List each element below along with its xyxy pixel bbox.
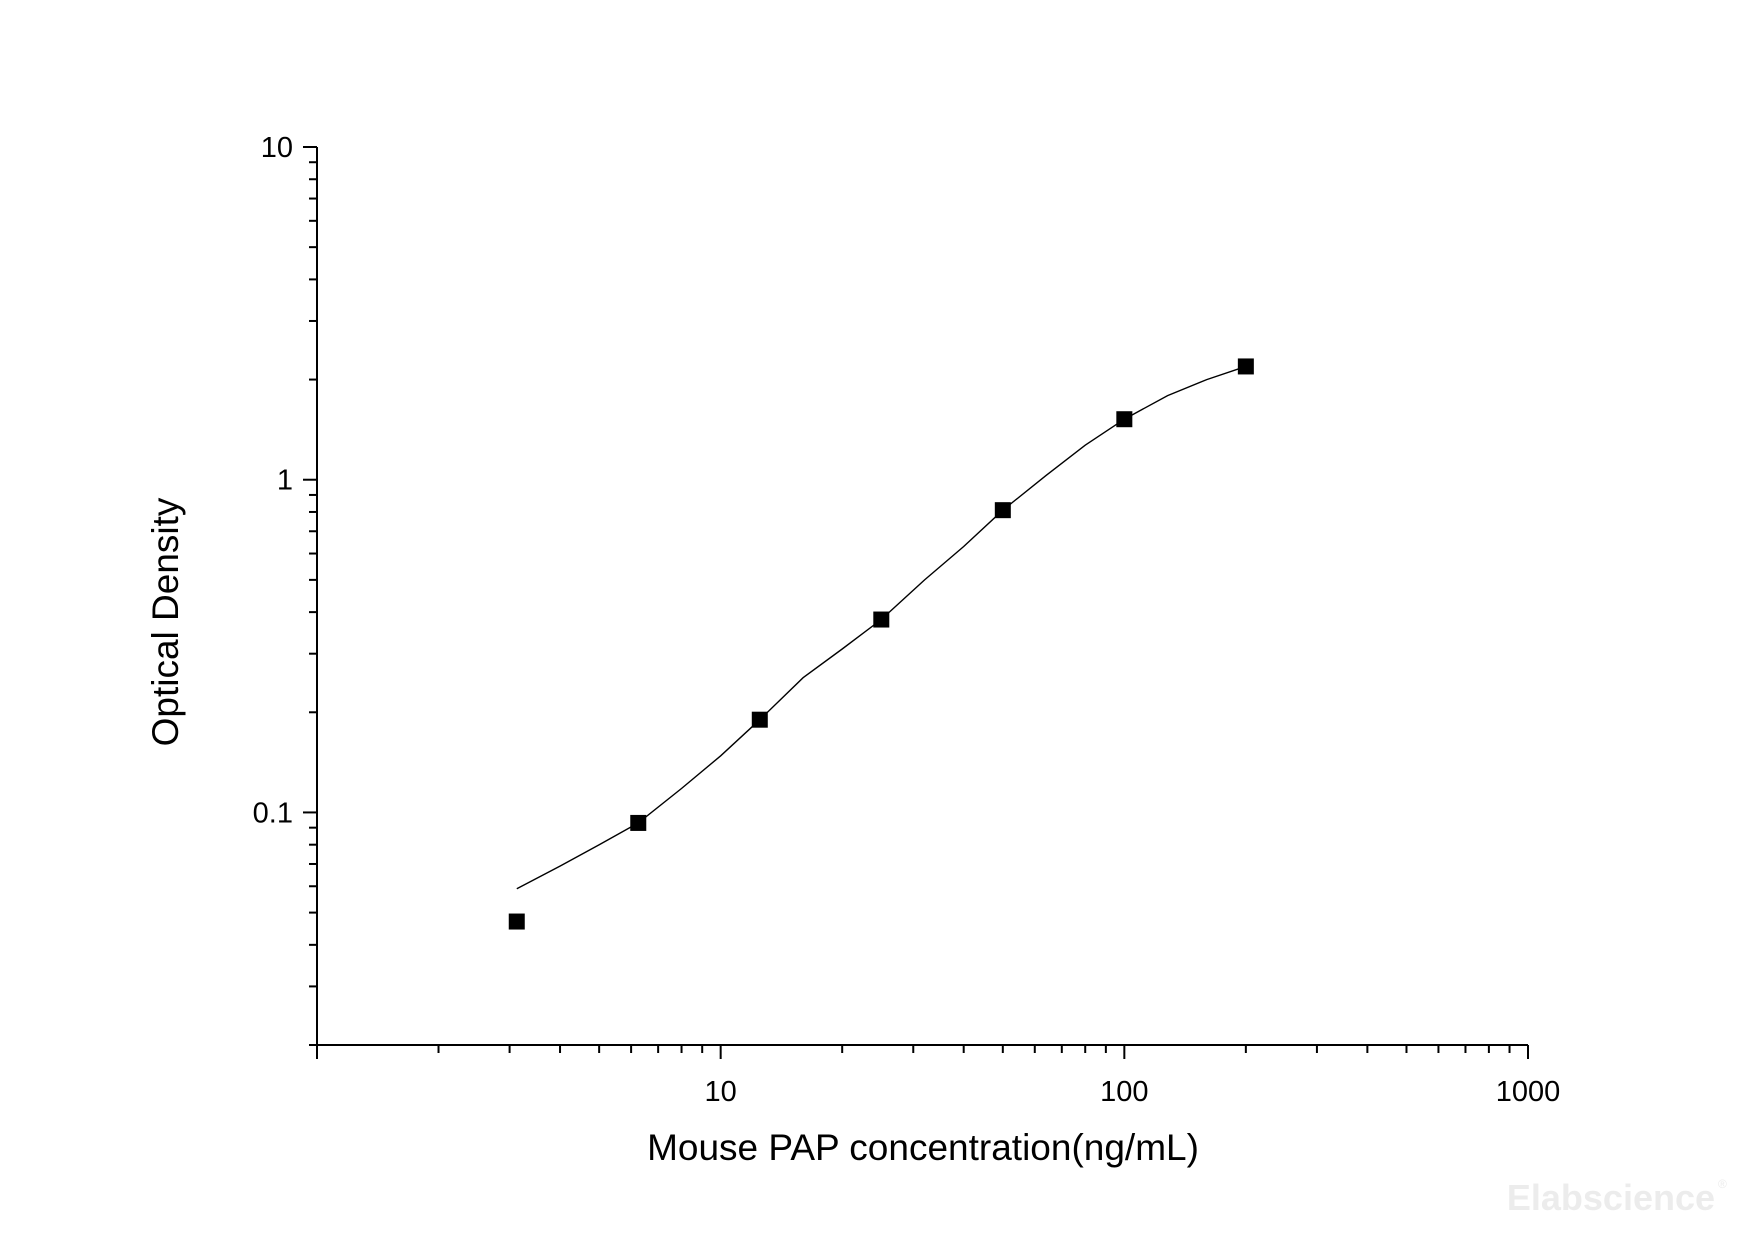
y-tick-label: 10 [261, 132, 293, 164]
fit-curve-layer [516, 365, 1247, 890]
data-point [994, 502, 1011, 519]
x-tick-label: 10 [705, 1076, 737, 1108]
fit-curve [516, 365, 1247, 890]
y-tick-label: 0.1 [253, 797, 293, 829]
data-points [508, 358, 1254, 930]
ticks: 10 100 1000 0.1 1 10 [253, 132, 1561, 1108]
data-point [751, 711, 768, 728]
data-point [1237, 358, 1254, 375]
x-tick-label: 100 [1100, 1076, 1148, 1108]
x-tick-label: 1000 [1496, 1076, 1561, 1108]
data-point [508, 913, 525, 930]
y-tick-label: 1 [277, 465, 293, 497]
x-axis-title: Mouse PAP concentration(ng/mL) [647, 1127, 1199, 1168]
axes [316, 147, 1528, 1046]
data-point [1116, 411, 1133, 428]
y-axis-title: Optical Density [145, 497, 186, 746]
data-point [873, 611, 890, 628]
data-point [630, 814, 647, 831]
watermark-registered-mark: ® [1718, 1177, 1727, 1191]
watermark-logo: Elabscience [1507, 1177, 1715, 1218]
